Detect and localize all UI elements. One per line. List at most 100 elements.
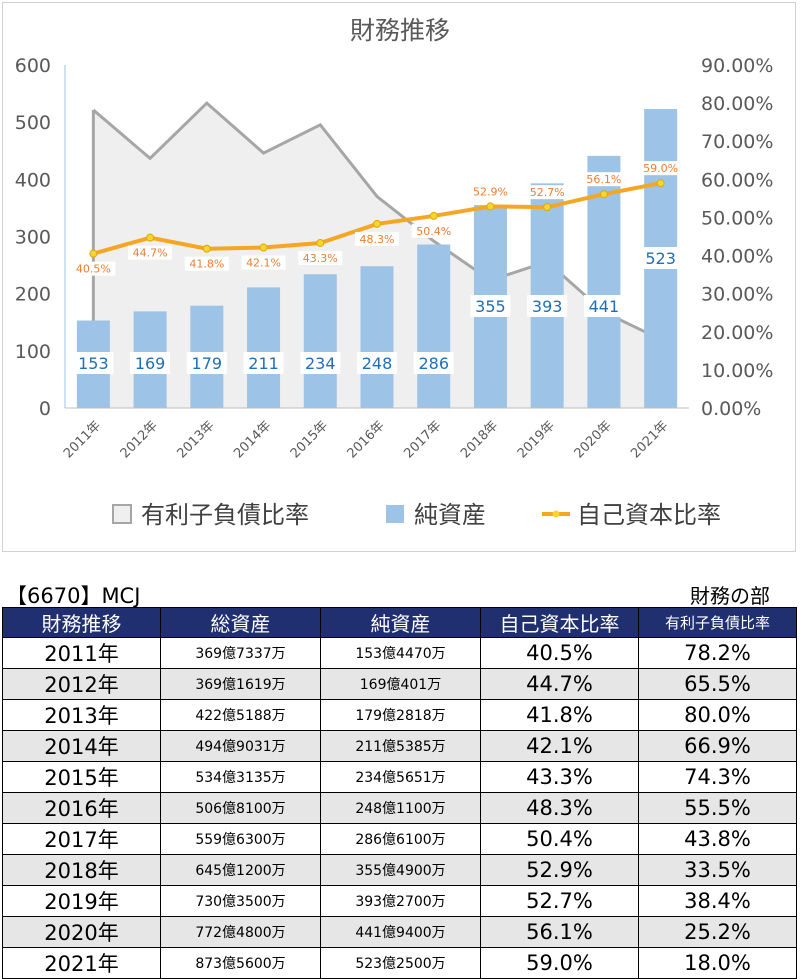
cell-net-assets: 169億401万 [320,668,481,700]
cell-year: 2012年 [2,668,161,700]
equity-ratio-point [599,190,608,199]
cell-net-assets: 211億5385万 [320,730,481,762]
table-row: 2016年 506億8100万 248億1100万 48.3% 55.5% [2,792,797,824]
debt-ratio-area-fill [93,103,661,408]
cell-equity-ratio: 42.1% [480,730,639,762]
cell-equity-ratio: 48.3% [480,792,639,824]
net-assets-label: 234 [305,354,336,373]
net-assets-label: 355 [475,297,506,316]
equity-ratio-point [656,179,665,188]
equity-ratio-label-bg [241,255,286,270]
y-left-tick-label: 500 [15,112,51,134]
table-row: 2019年 730億3500万 393億2700万 52.7% 38.4% [2,885,797,917]
net-assets-label: 169 [135,354,166,373]
y-left-tick-label: 0 [39,398,51,420]
legend-marker-equity-ratio [552,510,560,518]
cell-equity-ratio: 52.7% [480,885,639,917]
cell-total-assets: 772億4800万 [160,916,321,948]
net-assets-bar [247,287,281,408]
net-assets-label: 523 [645,249,676,268]
cell-equity-ratio: 43.3% [480,761,639,793]
net-assets-label: 179 [192,354,223,373]
cell-year: 2014年 [2,730,161,762]
net-assets-label: 248 [362,354,393,373]
y-left-tick-label: 600 [15,55,51,77]
cell-year: 2018年 [2,854,161,886]
equity-ratio-point [543,203,552,212]
x-tick-label: 2018年 [458,418,501,461]
y-right-tick-label: 80.00% [701,93,773,115]
cell-equity-ratio: 44.7% [480,668,639,700]
cell-year: 2015年 [2,761,161,793]
legend-label-net-assets: 純資産 [414,501,486,529]
net-assets-label-bg [527,295,568,317]
y-right-tick-label: 50.00% [701,207,773,229]
equity-ratio-label: 44.7% [133,247,168,260]
x-tick-label: 2019年 [515,418,558,461]
x-tick-label: 2016年 [345,418,388,461]
cell-equity-ratio: 50.4% [480,823,639,855]
equity-ratio-point [373,219,381,228]
equity-ratio-point [146,233,155,242]
equity-ratio-label: 52.7% [530,186,565,199]
net-assets-label-bg [357,352,397,374]
x-tick-label: 2020年 [572,418,615,461]
y-right-tick-label: 40.00% [701,246,773,268]
equity-ratio-label-bg [525,185,570,200]
equity-ratio-label: 52.9% [473,185,508,198]
cell-total-assets: 494億9031万 [160,730,321,762]
equity-ratio-point [316,238,325,247]
cell-debt-ratio: 66.9% [638,730,797,762]
equity-ratio-label-bg [411,223,456,238]
net-assets-label-bg [73,352,114,374]
cell-total-assets: 645億1200万 [160,854,321,886]
y-left-tick-label: 300 [15,227,51,249]
x-tick-label: 2013年 [174,418,217,461]
cell-debt-ratio: 78.2% [638,637,797,669]
net-assets-label-bg [243,352,284,374]
table-row: 2012年 369億1619万 169億401万 44.7% 65.5% [2,668,797,700]
net-assets-label: 153 [78,354,109,373]
equity-ratio-label: 41.8% [189,258,224,271]
net-assets-bar [360,266,394,408]
table-row: 2017年 559億6300万 286億6100万 50.4% 43.8% [2,823,797,855]
net-assets-label: 211 [248,354,279,373]
equity-ratio-label: 48.3% [360,233,395,246]
y-left-tick-label: 200 [15,284,51,306]
x-tick-label: 2011年 [61,418,104,461]
cell-debt-ratio: 65.5% [638,668,797,700]
equity-ratio-label: 59.0% [643,162,678,175]
header-total-assets: 総資産 [160,607,321,638]
cell-total-assets: 534億3135万 [160,761,321,793]
company-label: 【6670】MCJ [6,584,141,608]
net-assets-bar [417,244,451,408]
cell-debt-ratio: 55.5% [638,792,797,824]
y-right-tick-label: 30.00% [701,284,773,306]
equity-ratio-line [89,179,665,258]
cell-net-assets: 286億6100万 [320,823,481,855]
equity-ratio-label: 40.5% [76,263,111,276]
cell-net-assets: 441億9400万 [320,916,481,948]
x-tick-label: 2021年 [628,418,671,461]
finance-chart: 財務推移 0 100 200 300 400 500 600 0.00% 10.00% 20.00… [15,16,774,529]
cell-total-assets: 422億5188万 [160,699,321,731]
chart-title: 財務推移 [350,16,450,45]
equity-ratio-label-bg [468,184,513,199]
net-assets-label-bg [413,352,454,374]
header-net-assets: 純資産 [320,607,481,638]
header-finance-trend: 財務推移 [2,607,161,638]
cell-debt-ratio: 74.3% [638,761,797,793]
cell-net-assets: 393億2700万 [320,885,481,917]
cell-year: 2020年 [2,916,161,948]
legend-label-debt-ratio: 有利子負債比率 [141,501,309,529]
section-label: 財務の部 [690,584,770,608]
cell-total-assets: 730億3500万 [160,885,321,917]
cell-debt-ratio: 80.0% [638,699,797,731]
table-row: 2015年 534億3135万 234億5651万 43.3% 74.3% [2,761,797,793]
cell-debt-ratio: 25.2% [638,916,797,948]
equity-ratio-label: 43.3% [303,252,338,265]
equity-ratio-label-bg [581,172,626,187]
table-row: 2014年 494億9031万 211億5385万 42.1% 66.9% [2,730,797,762]
equity-ratio-label-bg [71,261,116,276]
table-row: 2020年 772億4800万 441億9400万 56.1% 25.2% [2,916,797,948]
